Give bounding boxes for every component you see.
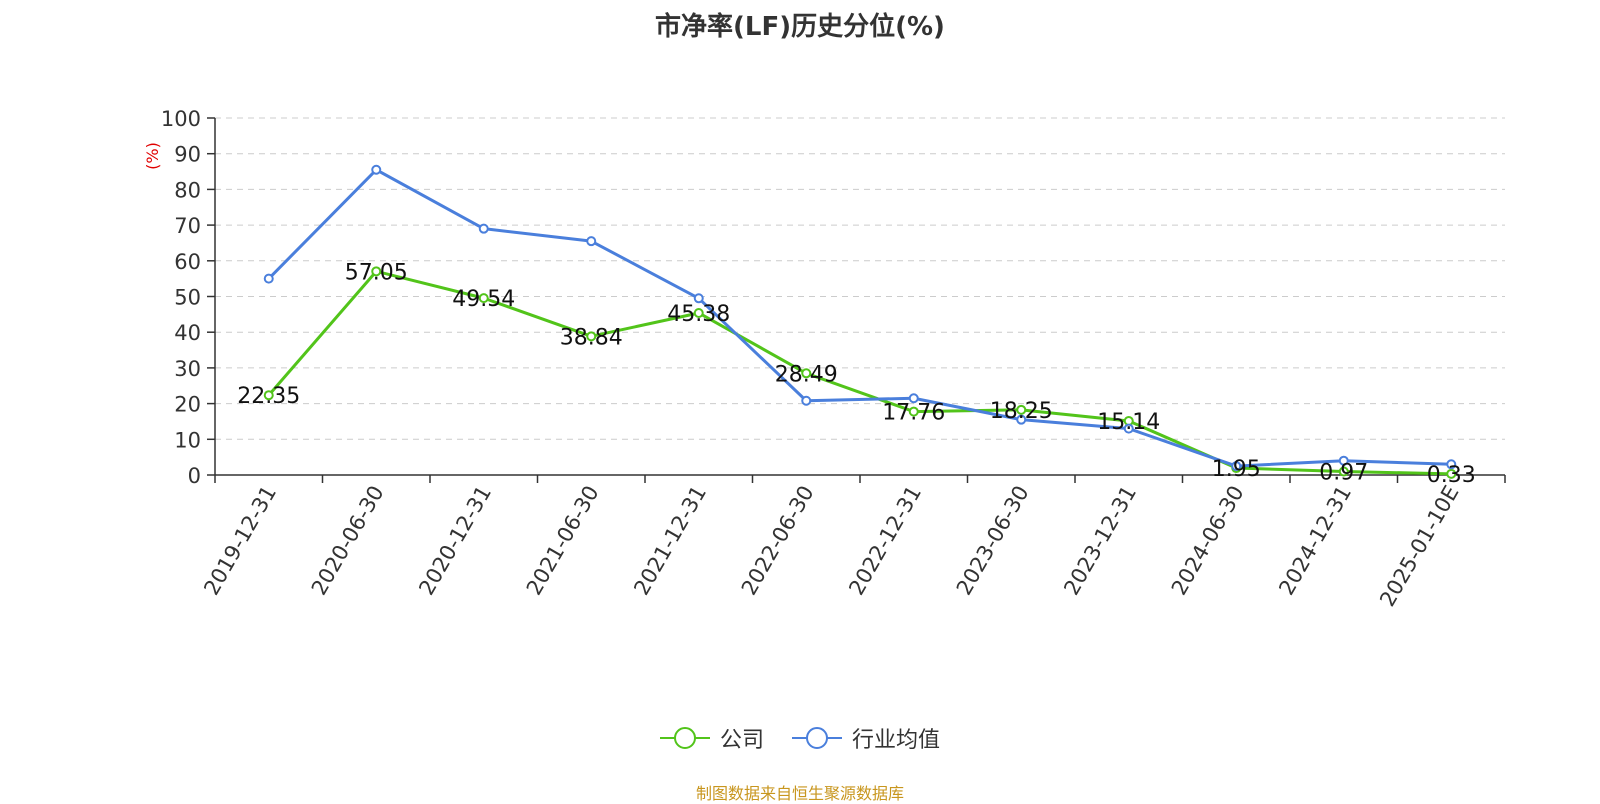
legend: 公司 行业均值 — [0, 722, 1600, 754]
x-tick-label: 2020-12-31 — [414, 482, 496, 600]
chart-title: 市净率(LF)历史分位(%) — [655, 12, 945, 42]
data-label: 38.84 — [560, 325, 623, 350]
data-point-industry — [478, 223, 489, 234]
data-point-industry — [693, 293, 704, 304]
y-tick-label: 20 — [174, 393, 201, 417]
data-label: 1.95 — [1212, 457, 1261, 482]
data-label: 0.97 — [1319, 461, 1368, 486]
series-line-industry — [267, 168, 1452, 468]
data-point-industry — [263, 273, 274, 284]
data-label: 49.54 — [452, 287, 515, 312]
y-tick-label: 90 — [174, 143, 201, 167]
series-lines — [263, 164, 1457, 479]
data-labels: 22.35 57.05 49.54 38.84 45.38 28.49 17.76 18.25… — [237, 260, 1475, 487]
y-axis-label: (%) — [143, 142, 162, 170]
data-point-industry — [1016, 414, 1027, 425]
data-point-industry — [371, 164, 382, 175]
legend-item-industry[interactable]: 行业均值 — [792, 722, 940, 754]
y-tick-label: 0 — [188, 464, 201, 488]
data-point-industry — [908, 393, 919, 404]
x-tick-label: 2020-06-30 — [307, 482, 389, 600]
grid-lines — [215, 117, 1505, 440]
x-tick-label: 2021-06-30 — [522, 482, 604, 600]
data-point-industry — [586, 236, 597, 247]
data-point-industry — [801, 395, 812, 406]
y-tick-label: 60 — [174, 250, 201, 274]
legend-marker-industry-icon — [792, 727, 842, 749]
x-tick-label: 2021-12-31 — [629, 482, 711, 600]
x-tick-label: 2025-01-10E — [1375, 482, 1463, 611]
x-tick-label: 2023-06-30 — [952, 482, 1034, 600]
data-point-industry — [1123, 423, 1134, 434]
legend-marker-company-icon — [659, 727, 710, 749]
y-tick-label: 80 — [174, 178, 201, 202]
data-point-company — [908, 406, 919, 417]
y-tick-label: 30 — [174, 357, 201, 381]
data-point-company — [1338, 466, 1349, 477]
data-point-company — [693, 307, 704, 318]
data-label: 57.05 — [345, 260, 408, 285]
y-tick-label: 70 — [174, 214, 201, 238]
legend-label-industry: 行业均值 — [852, 728, 941, 753]
data-point-industry — [1338, 455, 1349, 466]
data-point-industry — [1231, 461, 1242, 472]
y-tick-label: 40 — [174, 321, 201, 345]
data-label: 22.35 — [237, 384, 300, 409]
x-tick-label: 2024-06-30 — [1167, 482, 1249, 600]
data-label: 28.49 — [775, 362, 838, 387]
data-label: 17.76 — [882, 401, 945, 426]
x-tick-label: 2022-12-31 — [844, 482, 926, 600]
data-point-company — [1446, 468, 1457, 479]
data-point-company — [263, 390, 274, 401]
data-point-company — [371, 266, 382, 277]
data-label: 45.38 — [667, 302, 730, 327]
data-label: 18.25 — [990, 399, 1053, 424]
legend-label-company: 公司 — [719, 728, 764, 753]
x-tick-label: 2024-12-31 — [1274, 482, 1356, 600]
y-tick-label: 50 — [174, 286, 201, 310]
data-point-industry — [1446, 459, 1457, 470]
y-tick-label: 10 — [174, 428, 201, 452]
data-point-company — [1016, 404, 1027, 415]
y-tick-label: 100 — [161, 107, 201, 131]
series-line-company — [267, 269, 1452, 476]
data-point-company — [801, 368, 812, 379]
x-tick-label: 2023-12-31 — [1059, 482, 1141, 600]
data-point-company — [586, 331, 597, 342]
source-note: 制图数据来自恒生聚源数据库 — [695, 784, 904, 803]
legend-item-company[interactable]: 公司 — [659, 722, 764, 754]
data-label: 0.33 — [1427, 463, 1476, 488]
data-point-company — [478, 293, 489, 304]
x-tick-label: 2022-06-30 — [737, 482, 819, 600]
x-tick-label: 2019-12-31 — [199, 482, 281, 600]
data-label: 15.14 — [1097, 410, 1160, 435]
